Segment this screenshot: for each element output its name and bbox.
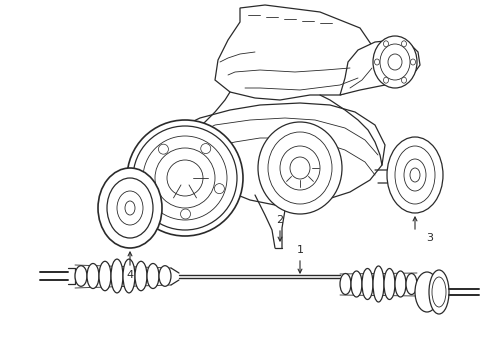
Ellipse shape — [99, 261, 111, 291]
Polygon shape — [340, 40, 420, 95]
Ellipse shape — [146, 185, 156, 195]
Ellipse shape — [410, 168, 420, 182]
Ellipse shape — [155, 148, 215, 208]
Ellipse shape — [388, 54, 402, 70]
Ellipse shape — [384, 77, 389, 83]
Ellipse shape — [158, 144, 169, 154]
Ellipse shape — [432, 277, 446, 307]
Polygon shape — [175, 103, 385, 205]
Ellipse shape — [429, 270, 449, 314]
Ellipse shape — [351, 271, 362, 297]
Ellipse shape — [180, 209, 191, 219]
Ellipse shape — [384, 269, 395, 300]
Ellipse shape — [280, 146, 320, 190]
Ellipse shape — [380, 44, 410, 80]
Ellipse shape — [123, 259, 135, 293]
Ellipse shape — [404, 159, 426, 191]
Text: 3: 3 — [426, 233, 434, 243]
Ellipse shape — [125, 201, 135, 215]
Text: 4: 4 — [126, 270, 134, 280]
Ellipse shape — [374, 59, 379, 65]
Ellipse shape — [411, 59, 416, 65]
Ellipse shape — [117, 191, 143, 225]
Ellipse shape — [395, 146, 435, 204]
Ellipse shape — [395, 271, 406, 297]
Ellipse shape — [135, 261, 147, 291]
Ellipse shape — [87, 264, 99, 288]
Ellipse shape — [111, 259, 123, 293]
Ellipse shape — [401, 77, 407, 83]
Ellipse shape — [201, 144, 211, 154]
Ellipse shape — [362, 269, 373, 300]
Ellipse shape — [401, 41, 407, 47]
Ellipse shape — [268, 132, 332, 204]
Ellipse shape — [415, 272, 439, 312]
Ellipse shape — [143, 136, 227, 220]
Ellipse shape — [258, 122, 342, 214]
Ellipse shape — [159, 266, 171, 286]
Ellipse shape — [290, 157, 310, 179]
Ellipse shape — [384, 41, 389, 47]
Polygon shape — [215, 5, 375, 100]
Ellipse shape — [167, 160, 203, 196]
Ellipse shape — [127, 120, 243, 236]
Ellipse shape — [107, 178, 153, 238]
Text: 2: 2 — [276, 215, 284, 225]
Ellipse shape — [98, 168, 162, 248]
Ellipse shape — [373, 266, 384, 302]
Ellipse shape — [215, 184, 224, 194]
Ellipse shape — [340, 274, 351, 294]
Ellipse shape — [133, 126, 237, 230]
Ellipse shape — [147, 264, 159, 288]
Ellipse shape — [75, 266, 87, 286]
Text: 1: 1 — [296, 245, 303, 255]
Ellipse shape — [373, 36, 417, 88]
Ellipse shape — [406, 274, 417, 294]
Ellipse shape — [387, 137, 443, 213]
